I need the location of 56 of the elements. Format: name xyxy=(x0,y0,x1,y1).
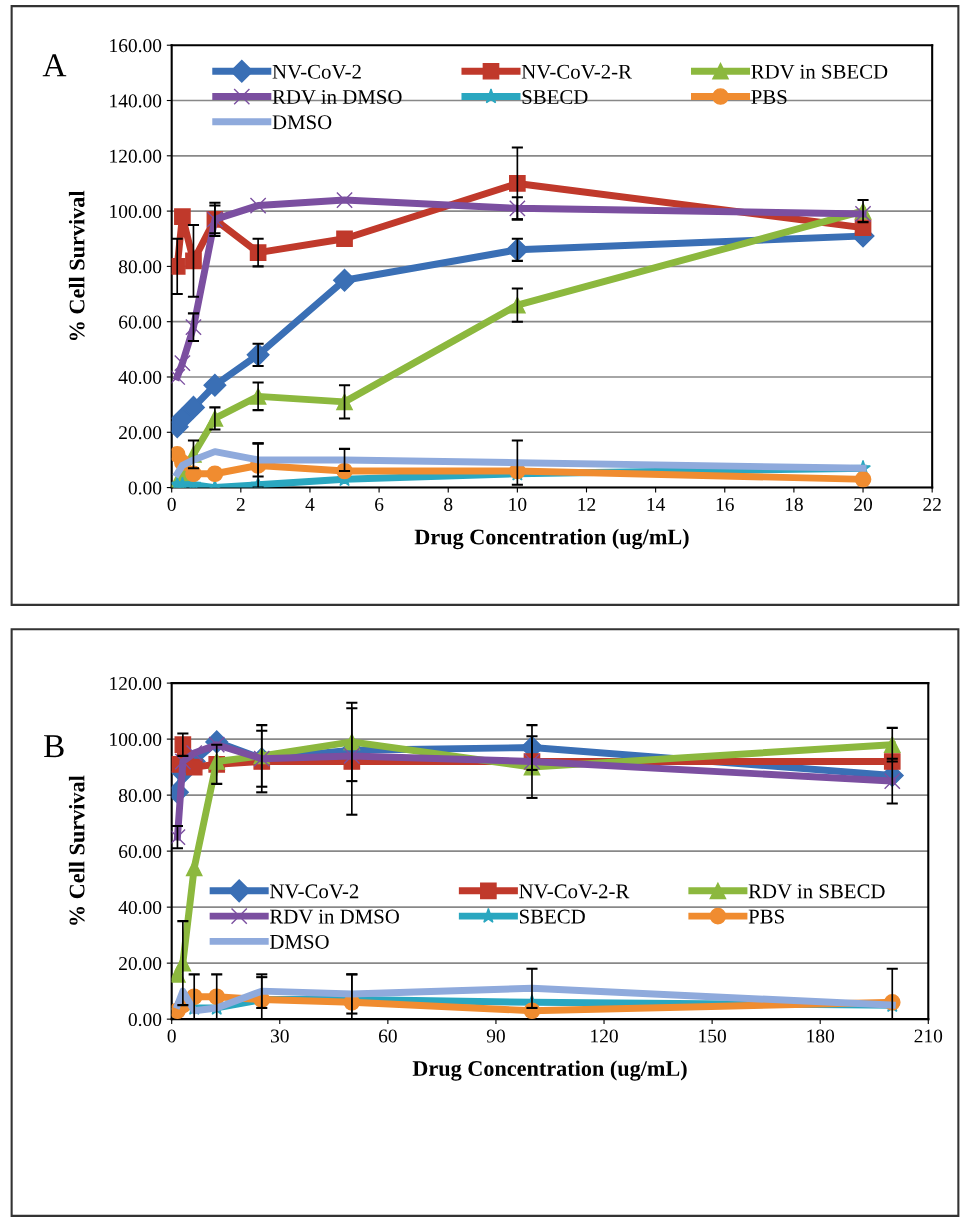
legend-label: RDV in SBECD xyxy=(751,64,888,79)
y-tick-label: 0.00 xyxy=(128,1012,162,1027)
x-tick-label: 90 xyxy=(486,1029,505,1043)
y-tick-label: 100.00 xyxy=(110,732,162,747)
y-axis-title: % Cell Survival xyxy=(68,190,85,341)
x-tick-label: 14 xyxy=(647,497,666,511)
y-tick-label: 60.00 xyxy=(119,844,162,859)
x-tick-label: 0 xyxy=(167,497,176,511)
x-tick-label: 22 xyxy=(923,497,941,511)
y-tick-label: 120.00 xyxy=(110,676,162,691)
x-tick-label: 180 xyxy=(807,1029,835,1043)
y-tick-label: 120.00 xyxy=(110,149,162,163)
y-tick-label: 80.00 xyxy=(118,260,162,274)
legend-label: SBECD xyxy=(522,90,588,105)
x-tick-label: 16 xyxy=(716,497,734,511)
legend-label: DMSO xyxy=(269,934,329,949)
legend-label: RDV in SBECD xyxy=(748,884,885,899)
y-tick-label: 40.00 xyxy=(118,900,162,915)
legend-label: NV-CoV-2 xyxy=(269,884,359,899)
x-axis-title: Drug Concentration (ug/mL) xyxy=(412,1060,687,1081)
x-tick-label: 12 xyxy=(578,497,596,511)
legend-label: PBS xyxy=(748,909,784,924)
x-tick-label: 10 xyxy=(509,497,527,511)
x-tick-label: 60 xyxy=(378,1029,397,1043)
x-tick-label: 0 xyxy=(167,1029,176,1043)
x-tick-label: 120 xyxy=(591,1029,618,1043)
y-tick-label: 60.00 xyxy=(119,315,162,329)
x-tick-label: 18 xyxy=(785,497,803,511)
y-tick-label: 40.00 xyxy=(118,370,162,385)
x-axis-title: Drug Concentration (ug/mL) xyxy=(414,528,689,550)
chart-title: A xyxy=(42,54,67,77)
x-tick-label: 20 xyxy=(854,497,873,511)
y-tick-label: 20.00 xyxy=(119,956,162,971)
y-tick-label: 140.00 xyxy=(110,94,162,108)
x-tick-label: 210 xyxy=(914,1029,943,1043)
x-tick-label: 8 xyxy=(444,497,453,511)
x-tick-label: 30 xyxy=(270,1029,289,1043)
legend-label: SBECD xyxy=(519,909,585,924)
legend-label: NV-CoV-2 xyxy=(272,64,361,79)
text: B xyxy=(44,735,64,758)
y-tick-label: 0.00 xyxy=(128,481,162,495)
y-tick-label: 160.00 xyxy=(110,39,162,53)
legend-label: DMSO xyxy=(272,115,332,130)
x-tick-label: 150 xyxy=(699,1029,726,1043)
legend-label: RDV in DMSO xyxy=(272,90,402,105)
legend-label: RDV in DMSO xyxy=(269,909,399,924)
y-tick-label: 20.00 xyxy=(119,426,162,440)
x-tick-label: 2 xyxy=(236,497,245,511)
x-tick-label: 6 xyxy=(375,497,384,511)
y-tick-label: 100.00 xyxy=(110,204,162,219)
legend-label: NV-CoV-2-R xyxy=(519,884,630,899)
y-axis-title: % Cell Survival xyxy=(68,775,85,925)
y-tick-label: 80.00 xyxy=(118,788,162,803)
legend-label: PBS xyxy=(751,90,787,105)
x-tick-label: 4 xyxy=(305,497,315,511)
legend-label: NV-CoV-2-R xyxy=(521,64,632,79)
